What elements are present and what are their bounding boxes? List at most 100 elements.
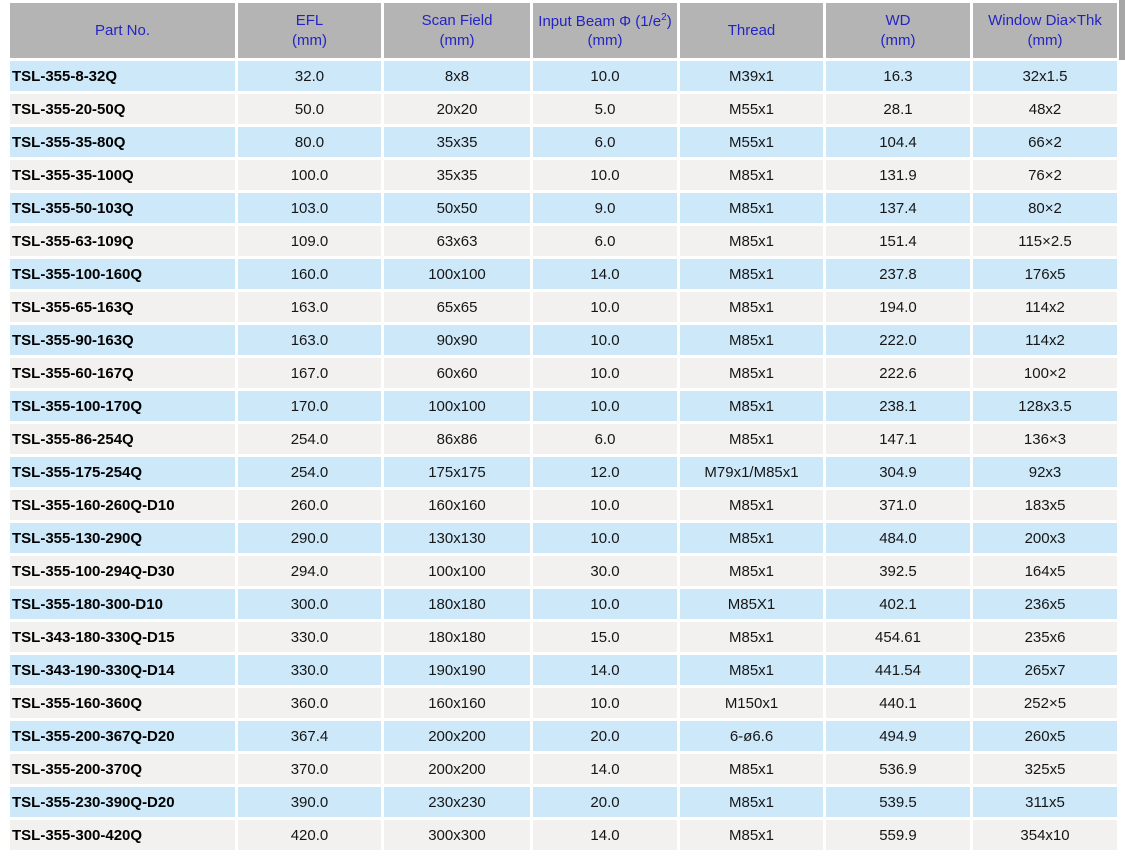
col-header-window-dia-thk: Window Dia×Thk (mm) [973, 3, 1117, 58]
table-row: TSL-355-160-260Q-D10 260.0 160x160 10.0 M85x… [10, 490, 1117, 520]
cell-efl: 80.0 [238, 127, 381, 157]
table-header: Part No. EFL (mm) Scan Field (mm) Input … [10, 3, 1117, 58]
table-row: TSL-355-20-50Q 50.0 20x20 5.0 M55x1 28.1 48x2 [10, 94, 1117, 124]
cell-efl: 330.0 [238, 655, 381, 685]
cell-efl: 254.0 [238, 424, 381, 454]
cell-efl: 290.0 [238, 523, 381, 553]
cell-scan-field: 160x160 [384, 688, 530, 718]
cell-part-no: TSL-355-8-32Q [10, 61, 235, 91]
cell-thread: M85x1 [680, 160, 823, 190]
table-row: TSL-355-86-254Q 254.0 86x86 6.0 M85x1 147.1 13… [10, 424, 1117, 454]
cell-scan-field: 175x175 [384, 457, 530, 487]
cell-wd: 151.4 [826, 226, 970, 256]
cell-input-beam: 5.0 [533, 94, 677, 124]
col-header-unit: (mm) [880, 31, 916, 49]
cell-part-no: TSL-355-50-103Q [10, 193, 235, 223]
cell-wd: 371.0 [826, 490, 970, 520]
cell-wd: 494.9 [826, 721, 970, 751]
col-header-label: Scan Field [421, 12, 493, 29]
cell-thread: M85x1 [680, 424, 823, 454]
cell-wd: 222.0 [826, 325, 970, 355]
cell-wd: 194.0 [826, 292, 970, 322]
cell-wd: 237.8 [826, 259, 970, 289]
table-row: TSL-355-160-360Q 360.0 160x160 10.0 M150x1 44… [10, 688, 1117, 718]
cell-thread: 6-ø6.6 [680, 721, 823, 751]
table-row: TSL-355-65-163Q 163.0 65x65 10.0 M85x1 194.0 1… [10, 292, 1117, 322]
cell-input-beam: 6.0 [533, 424, 677, 454]
cell-part-no: TSL-355-160-260Q-D10 [10, 490, 235, 520]
cell-window-dia-thk: 115×2.5 [973, 226, 1117, 256]
superscript-2: 2 [661, 11, 667, 23]
cell-thread: M39x1 [680, 61, 823, 91]
cell-input-beam: 10.0 [533, 688, 677, 718]
cell-efl: 294.0 [238, 556, 381, 586]
cell-scan-field: 100x100 [384, 391, 530, 421]
cell-input-beam: 6.0 [533, 127, 677, 157]
cell-input-beam: 6.0 [533, 226, 677, 256]
cell-wd: 147.1 [826, 424, 970, 454]
cell-scan-field: 60x60 [384, 358, 530, 388]
col-header-label: EFL [295, 12, 324, 29]
cell-part-no: TSL-355-35-100Q [10, 160, 235, 190]
cell-thread: M55x1 [680, 94, 823, 124]
cell-part-no: TSL-355-90-163Q [10, 325, 235, 355]
table-row: TSL-355-35-100Q 100.0 35x35 10.0 M85x1 131.9 7… [10, 160, 1117, 190]
cell-input-beam: 12.0 [533, 457, 677, 487]
col-header-unit: (mm) [1027, 31, 1063, 49]
col-header-label: WD [885, 12, 911, 29]
cell-part-no: TSL-355-100-170Q [10, 391, 235, 421]
cell-thread: M85x1 [680, 226, 823, 256]
cell-scan-field: 65x65 [384, 292, 530, 322]
cell-scan-field: 86x86 [384, 424, 530, 454]
cell-part-no: TSL-355-160-360Q [10, 688, 235, 718]
cell-efl: 163.0 [238, 325, 381, 355]
cell-thread: M85x1 [680, 490, 823, 520]
cell-window-dia-thk: 136×3 [973, 424, 1117, 454]
cell-scan-field: 190x190 [384, 655, 530, 685]
table-row: TSL-343-180-330Q-D15 330.0 180x180 15.0 M85x… [10, 622, 1117, 652]
cell-efl: 370.0 [238, 754, 381, 784]
cell-part-no: TSL-355-300-420Q [10, 820, 235, 850]
cell-scan-field: 200x200 [384, 754, 530, 784]
header-row: Part No. EFL (mm) Scan Field (mm) Input … [10, 3, 1117, 58]
cell-input-beam: 14.0 [533, 754, 677, 784]
cell-scan-field: 35x35 [384, 160, 530, 190]
cell-window-dia-thk: 311x5 [973, 787, 1117, 817]
col-header-unit: (mm) [292, 31, 327, 49]
cell-thread: M85x1 [680, 754, 823, 784]
cell-wd: 137.4 [826, 193, 970, 223]
cell-part-no: TSL-355-60-167Q [10, 358, 235, 388]
cell-thread: M85X1 [680, 589, 823, 619]
cell-window-dia-thk: 80×2 [973, 193, 1117, 223]
cell-window-dia-thk: 92x3 [973, 457, 1117, 487]
col-header-label: Part No. [94, 21, 151, 39]
col-header-label: Thread [727, 21, 776, 39]
cell-wd: 484.0 [826, 523, 970, 553]
cell-scan-field: 200x200 [384, 721, 530, 751]
table-row: TSL-355-90-163Q 163.0 90x90 10.0 M85x1 222.0 1… [10, 325, 1117, 355]
cell-part-no: TSL-355-100-294Q-D30 [10, 556, 235, 586]
cell-efl: 330.0 [238, 622, 381, 652]
cell-window-dia-thk: 100×2 [973, 358, 1117, 388]
table-row: TSL-355-200-367Q-D20 367.4 200x200 20.0 6-ø6… [10, 721, 1117, 751]
table-row: TSL-355-175-254Q 254.0 175x175 12.0 M79x1/M8… [10, 457, 1117, 487]
col-header-unit: (mm) [439, 31, 475, 49]
cell-thread: M85x1 [680, 391, 823, 421]
cell-input-beam: 10.0 [533, 292, 677, 322]
cell-scan-field: 100x100 [384, 556, 530, 586]
cell-wd: 131.9 [826, 160, 970, 190]
cell-scan-field: 8x8 [384, 61, 530, 91]
cell-part-no: TSL-355-86-254Q [10, 424, 235, 454]
cell-efl: 300.0 [238, 589, 381, 619]
cell-efl: 367.4 [238, 721, 381, 751]
cell-input-beam: 20.0 [533, 721, 677, 751]
cell-window-dia-thk: 252×5 [973, 688, 1117, 718]
cell-wd: 222.6 [826, 358, 970, 388]
table-row: TSL-355-100-170Q 170.0 100x100 10.0 M85x1 238… [10, 391, 1117, 421]
cell-wd: 16.3 [826, 61, 970, 91]
cell-window-dia-thk: 236x5 [973, 589, 1117, 619]
cell-efl: 103.0 [238, 193, 381, 223]
cell-wd: 392.5 [826, 556, 970, 586]
cell-window-dia-thk: 265x7 [973, 655, 1117, 685]
